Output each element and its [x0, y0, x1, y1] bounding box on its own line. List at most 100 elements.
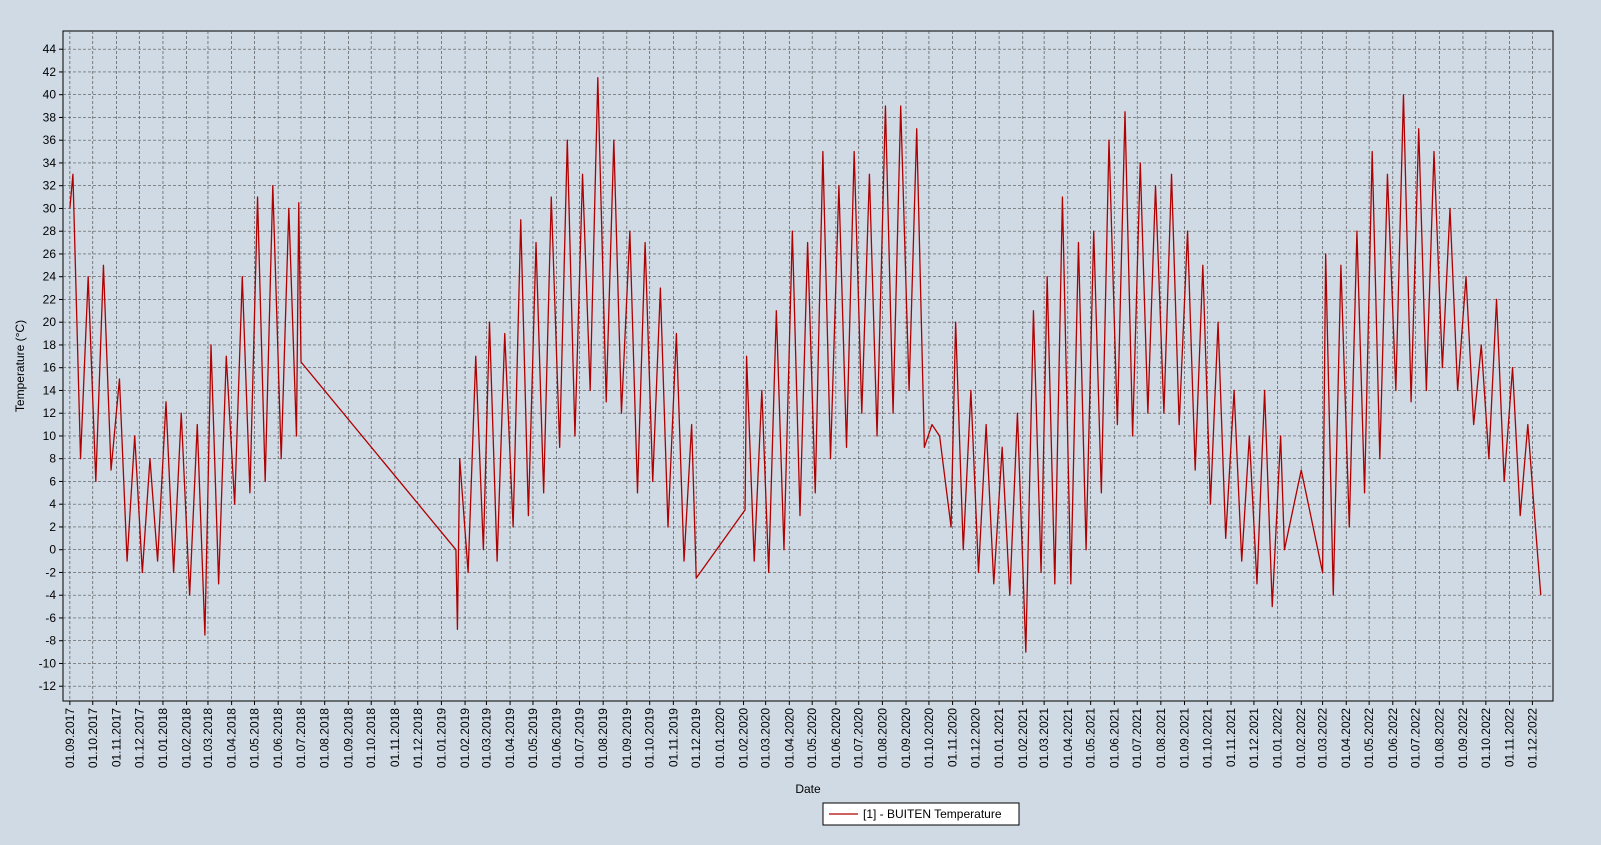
data-line [69, 76, 1542, 653]
x-tick-label: 01.04.2020 [782, 708, 796, 768]
x-tick-label: 01.04.2022 [1339, 708, 1353, 768]
x-tick-label: 01.05.2020 [805, 708, 819, 768]
x-tick-label: 01.08.2018 [318, 708, 332, 768]
x-tick-label: 01.04.2019 [503, 708, 517, 768]
y-tick-label: 34 [43, 156, 57, 170]
x-tick-label: 01.10.2018 [364, 708, 378, 768]
y-tick-label: 0 [49, 543, 56, 557]
y-tick-label: 2 [49, 520, 56, 534]
x-tick-label: 01.03.2019 [479, 708, 493, 768]
x-tick-label: 01.11.2019 [666, 708, 680, 767]
x-tick-label: 01.05.2019 [526, 708, 540, 768]
y-tick-label: -12 [39, 679, 57, 693]
y-tick-label: 30 [43, 201, 57, 215]
x-tick-label: 01.12.2019 [689, 708, 703, 768]
x-tick-label: 01.07.2022 [1409, 708, 1423, 768]
x-tick-label: 01.10.2017 [86, 708, 100, 768]
x-tick-label: 01.04.2021 [1061, 708, 1075, 768]
x-tick-label: 01.10.2020 [922, 708, 936, 768]
y-tick-label: 44 [43, 42, 57, 56]
x-tick-label: 01.08.2022 [1432, 708, 1446, 768]
x-tick-label: 01.01.2019 [434, 708, 448, 768]
x-tick-label: 01.09.2017 [63, 708, 77, 768]
y-tick-label: 6 [49, 474, 56, 488]
x-tick-label: 01.10.2022 [1479, 708, 1493, 768]
x-tick-label: 01.07.2018 [294, 708, 308, 768]
x-tick-label: 01.05.2018 [247, 708, 261, 768]
x-tick-label: 01.07.2021 [1130, 708, 1144, 768]
y-tick-label: 42 [43, 65, 57, 79]
x-tick-label: 01.08.2020 [875, 708, 889, 768]
x-tick-label: 01.03.2020 [759, 708, 773, 768]
x-tick-label: 01.01.2020 [713, 708, 727, 768]
y-tick-label: 24 [43, 270, 57, 284]
y-tick-label: -4 [45, 588, 56, 602]
x-tick-label: 01.08.2019 [596, 708, 610, 768]
x-tick-label: 01.12.2020 [968, 708, 982, 768]
y-tick-label: 26 [43, 247, 57, 261]
y-tick-label: -6 [45, 611, 56, 625]
x-tick-label: 01.02.2018 [180, 708, 194, 768]
y-tick-label: 12 [43, 406, 57, 420]
x-tick-label: 01.09.2022 [1456, 708, 1470, 768]
x-tick-label: 01.07.2020 [852, 708, 866, 768]
plot-area [62, 30, 1554, 702]
x-tick-label: 01.08.2021 [1154, 708, 1168, 768]
x-tick-label: 01.12.2021 [1247, 708, 1261, 768]
y-tick-label: 14 [43, 383, 57, 397]
x-tick-label: 01.03.2021 [1037, 708, 1051, 768]
x-tick-label: 01.12.2018 [411, 708, 425, 768]
y-tick-label: 36 [43, 133, 57, 147]
lines [69, 76, 1542, 653]
x-tick-label: 01.05.2022 [1362, 708, 1376, 768]
y-tick-label: 22 [43, 292, 57, 306]
y-tick-label: 18 [43, 338, 57, 352]
x-tick-label: 01.09.2020 [899, 708, 913, 768]
x-tick-label: 01.09.2021 [1178, 708, 1192, 768]
x-tick-label: 01.09.2019 [620, 708, 634, 768]
x-tick-label: 01.01.2021 [992, 708, 1006, 768]
x-tick-label: 01.02.2021 [1016, 708, 1030, 768]
x-tick-label: 01.02.2020 [737, 708, 751, 768]
x-tick-label: 01.04.2018 [225, 708, 239, 768]
x-tick-label: 01.01.2022 [1271, 708, 1285, 768]
legend: [1] - BUITEN Temperature [822, 802, 1020, 826]
y-tick-label: 8 [49, 452, 56, 466]
y-tick-label: 38 [43, 110, 57, 124]
y-tick-label: 20 [43, 315, 57, 329]
x-tick-label: 01.06.2018 [271, 708, 285, 768]
y-tick-label: 10 [43, 429, 57, 443]
x-tick-label: 01.03.2018 [201, 708, 215, 768]
x-tick-label: 01.11.2022 [1503, 708, 1517, 767]
y-tick-label: 40 [43, 88, 57, 102]
x-tick-label: 01.06.2020 [829, 708, 843, 768]
legend-box [822, 802, 1020, 826]
x-tick-label: 01.11.2021 [1224, 708, 1238, 767]
x-tick-label: 01.06.2022 [1386, 708, 1400, 768]
x-tick-label: 01.11.2020 [946, 708, 960, 767]
x-tick-label: 01.05.2021 [1084, 708, 1098, 768]
legend-label: [1] - BUITEN Temperature [863, 807, 1002, 821]
y-tick-label: 28 [43, 224, 57, 238]
x-tick-label: 01.02.2022 [1294, 708, 1308, 768]
x-tick-label: 01.10.2021 [1200, 708, 1214, 768]
x-tick-label: 01.01.2018 [156, 708, 170, 768]
y-tick-label: 4 [49, 497, 56, 511]
x-tick-label: 01.03.2022 [1316, 708, 1330, 768]
grid [63, 31, 1553, 701]
x-tick-label: 01.11.2017 [109, 708, 123, 767]
x-tick-label: 01.09.2018 [341, 708, 355, 768]
y-tick-label: -2 [45, 565, 56, 579]
x-tick-label: 01.07.2019 [573, 708, 587, 768]
x-axis-label: Date [795, 782, 821, 796]
x-tick-label: 01.12.2022 [1525, 708, 1539, 768]
y-tick-label: -10 [39, 656, 57, 670]
y-tick-label: 16 [43, 361, 57, 375]
x-tick-label: 01.06.2019 [550, 708, 564, 768]
y-axis-label: Temperature (°C) [13, 320, 27, 412]
x-tick-label: 01.12.2017 [132, 708, 146, 768]
x-tick-label: 01.06.2021 [1107, 708, 1121, 768]
x-tick-label: 01.02.2019 [458, 708, 472, 768]
y-tick-label: -8 [45, 634, 56, 648]
